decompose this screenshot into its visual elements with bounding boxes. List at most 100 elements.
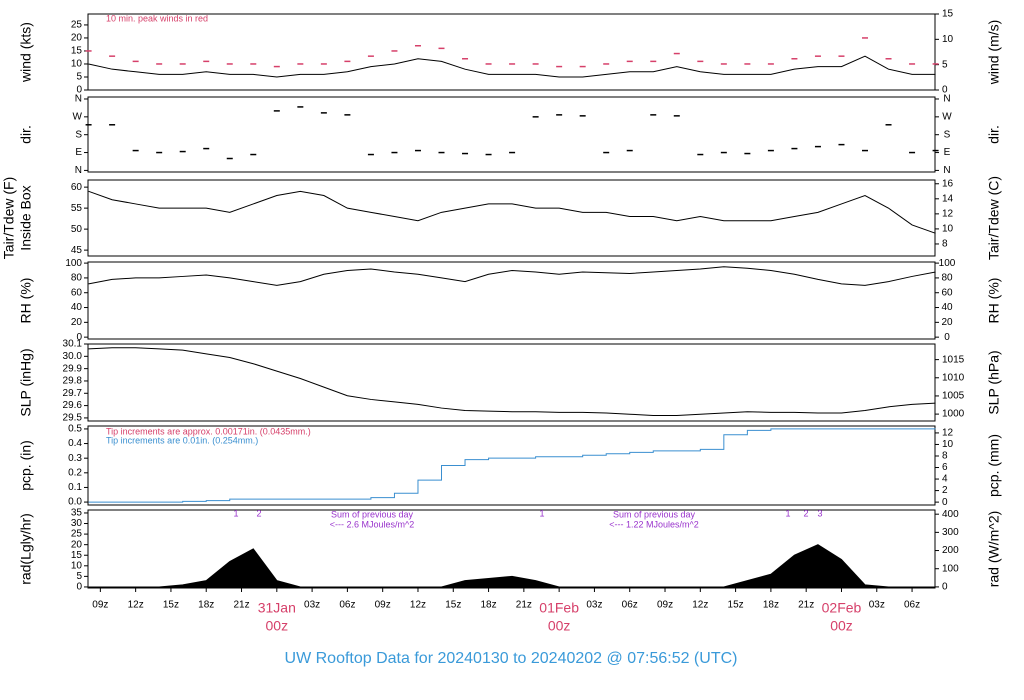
y2-tick-label: 8 [942,451,948,462]
panel-frame [87,179,936,257]
y2-tick-label: 1015 [942,354,965,365]
x-date-sublabel: 00z [830,618,853,634]
y2-tick-label: 0 [944,332,950,343]
y-tick-label: 30 [71,518,83,529]
x-tick-label: 21z [516,600,532,611]
y-tick-label: 25 [71,529,83,540]
y-tick-label: 29.5 [63,413,83,424]
annotation: 1 [539,508,544,518]
y2-tick-label: 14 [942,193,954,204]
x-tick-label: 09z [375,600,391,611]
y2-tick-label: 200 [942,545,959,556]
x-tick-label: 03z [304,600,320,611]
y-tick-label: 10 [71,560,83,571]
panel-frame [87,343,936,422]
y2-tick-label: 12 [942,428,954,439]
y2-tick-label: 16 [942,178,954,189]
line [88,55,936,78]
y-tick-label: 55 [71,203,83,214]
annotation: <--- 1.22 MJoules/m^2 [609,519,699,529]
y2-axis-label: pcp. (mm) [986,434,1002,497]
x-tick-label: 18z [198,600,214,611]
y-tick-label: 15 [71,550,83,561]
annotation: 2 [803,508,808,518]
x-date-sublabel: 00z [266,618,289,634]
panel-frame [87,96,936,173]
y-tick-label: 0.1 [68,482,82,493]
y-axis-label: SLP (inHg) [18,348,34,416]
x-tick-label: 12z [128,600,144,611]
y-tick-label: 80 [71,273,83,284]
y2-tick-label: 100 [942,563,959,574]
y-tick-label: 10 [71,59,83,70]
y-tick-label: 0.0 [68,497,82,508]
y2-tick-label: 1010 [942,372,965,383]
line [88,347,936,416]
y-axis-label: dir. [18,125,34,144]
y2-axis-label: rad (W/m^2) [986,511,1002,588]
y2-tick-label: 8 [942,239,948,250]
x-date-label: 31Jan [258,600,296,616]
y-tick-label: 20 [71,33,83,44]
y-tick-label: 0 [76,85,82,96]
y2-tick-label: 80 [941,273,953,284]
y-tick-label: 50 [71,224,83,235]
y2-axis-label: RH (%) [986,278,1002,324]
y-tick-label: 35 [71,508,83,519]
line [88,190,936,234]
y2-tick-label: 10 [942,439,954,450]
y-axis-label: wind (kts) [18,22,34,83]
y-tick-label: 0.2 [68,467,82,478]
area [88,544,936,588]
x-date-label: 01Feb [539,600,579,616]
y-tick-label: 100 [65,258,82,269]
annotation: 10 min. peak winds in red [106,13,208,23]
y-tick-label: 30.1 [63,339,83,350]
y2-tick-label: 60 [941,287,953,298]
x-tick-label: 15z [445,600,461,611]
y2-tick-label: 100 [939,258,956,269]
y-tick-label: E [75,147,82,158]
y2-tick-label: 0 [942,582,948,593]
y2-tick-label: 300 [942,527,959,538]
y-tick-label: 60 [71,182,83,193]
y-tick-label: 5 [76,72,82,83]
x-tick-label: 06z [339,600,355,611]
y2-tick-label: 5 [942,59,948,70]
y-tick-label: 0.4 [68,438,82,449]
y2-tick-label: 2 [942,485,948,496]
y2-tick-label: 40 [941,302,953,313]
y2-tick-label: 10 [942,34,954,45]
y2-tick-label: 6 [942,462,948,473]
y-tick-label: 5 [76,571,82,582]
y-tick-label: 15 [71,46,83,57]
y-tick-label: 30.0 [63,351,83,362]
y-tick-label: 29.9 [63,363,83,374]
x-tick-label: 21z [233,600,249,611]
y2-tick-label: W [942,111,952,122]
panel-frame [87,13,936,91]
y-tick-label: 45 [71,245,83,256]
x-tick-label: 03z [869,600,885,611]
y-axis-label: rad(Lgly/hr) [18,513,34,585]
y2-axis-label: Tair/Tdew (C) [986,176,1002,260]
y-tick-label: S [75,129,82,140]
y2-tick-label: N [943,94,950,105]
panel-frame [87,425,936,506]
y-tick-label: 0 [76,582,82,593]
x-date-sublabel: 00z [548,618,571,634]
y2-tick-label: 20 [941,317,953,328]
y-axis-label: Inside Box [18,185,34,250]
y2-tick-label: E [944,147,951,158]
y-axis-label: Tair/Tdew (F) [1,177,17,259]
x-tick-label: 21z [798,600,814,611]
y2-tick-label: 12 [942,209,954,220]
y2-tick-label: 400 [942,509,959,520]
y-tick-label: 0.3 [68,453,82,464]
panel-frame [87,509,936,589]
y-tick-label: 60 [71,287,83,298]
annotation: Sum of previous day [613,509,696,519]
y2-tick-label: 0 [942,497,948,508]
x-tick-label: 09z [92,600,108,611]
annotation: Tip increments are 0.01in. (0.254mm.) [106,435,258,445]
